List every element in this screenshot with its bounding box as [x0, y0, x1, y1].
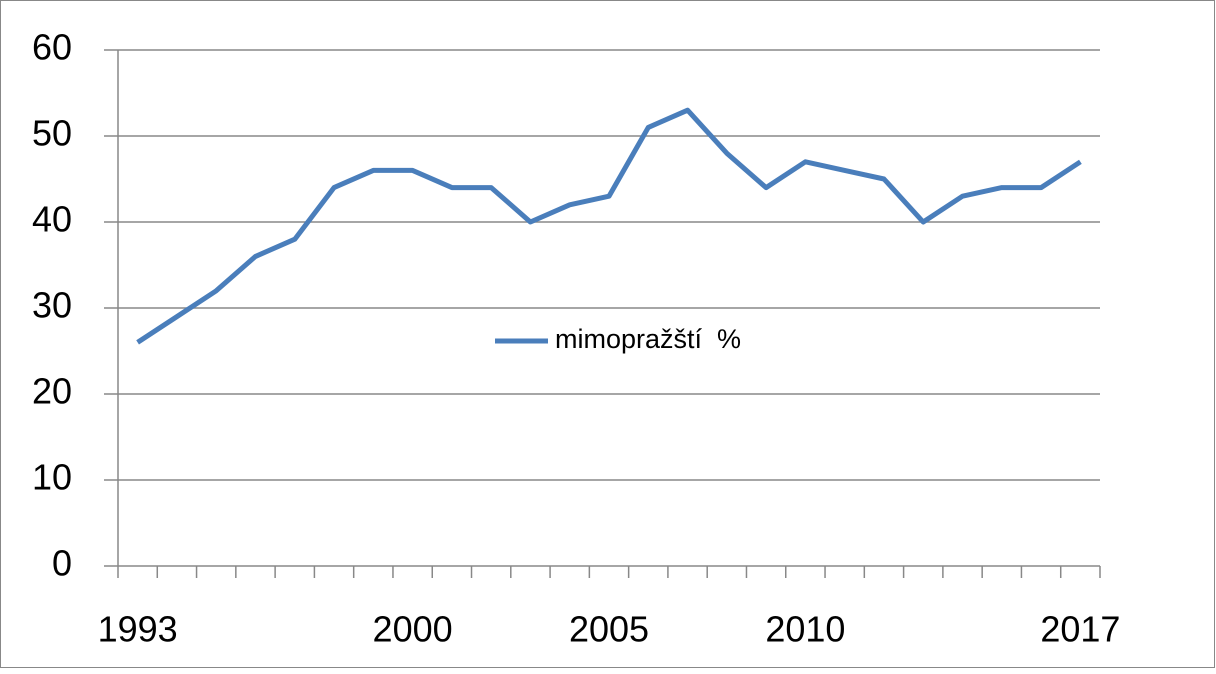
x-tick-label: 2010 [765, 609, 845, 650]
y-tick-label: 0 [52, 543, 72, 584]
x-tick-label: 2005 [569, 609, 649, 650]
y-tick-label: 40 [32, 199, 72, 240]
x-tick-label: 2000 [373, 609, 453, 650]
data-line [136, 107, 1082, 345]
legend-label: mimopražští % [555, 324, 741, 354]
y-tick-label: 50 [32, 113, 72, 154]
y-tick-label: 10 [32, 457, 72, 498]
y-tick-label: 30 [32, 285, 72, 326]
x-tick-label: 1993 [98, 609, 178, 650]
y-tick-label: 20 [32, 371, 72, 412]
y-tick-label: 60 [32, 27, 72, 68]
x-tick-label: 2017 [1040, 609, 1120, 650]
